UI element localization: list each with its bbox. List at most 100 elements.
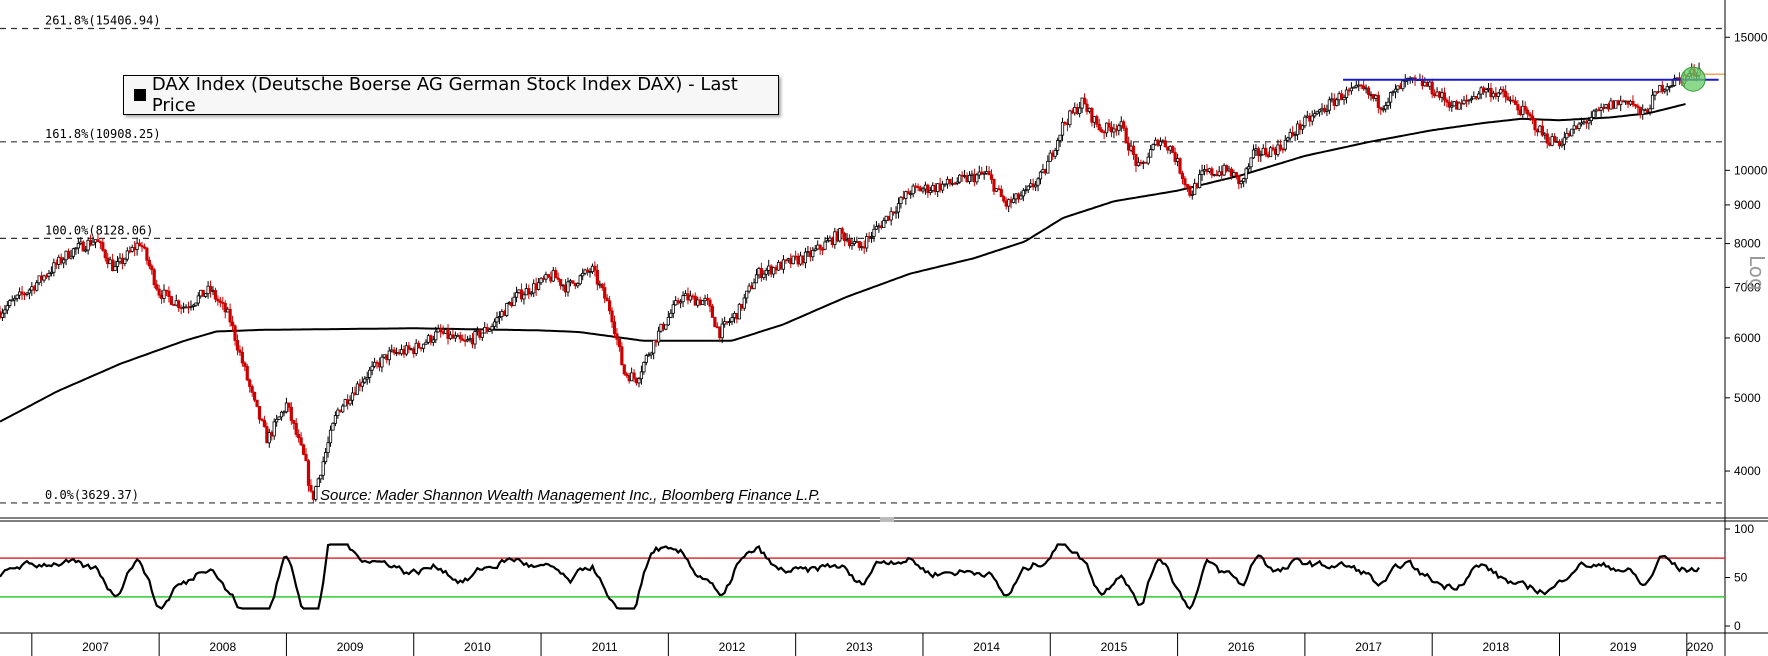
candle-body (84, 249, 88, 252)
candle-body (576, 283, 580, 287)
candle-body (581, 272, 585, 277)
candle-body (385, 354, 389, 361)
candle-body (928, 190, 932, 193)
candle-body (1222, 165, 1226, 176)
candle-body (1305, 115, 1309, 118)
candle-body (1131, 145, 1136, 155)
candle-body (1139, 162, 1143, 164)
candle-body (59, 256, 63, 264)
candle-body (368, 369, 372, 378)
candle-body (1660, 85, 1664, 92)
y-tick-label: 7000 (1734, 280, 1761, 294)
candle-body (642, 361, 646, 373)
candle-body (1193, 183, 1197, 195)
candle-body (1151, 144, 1155, 150)
y-tick-label: 6000 (1734, 331, 1761, 345)
candle-body (1511, 99, 1515, 102)
candle-body (463, 340, 467, 342)
candle-body (1535, 129, 1540, 133)
candle-body (1234, 172, 1238, 176)
candle-body (1653, 91, 1657, 96)
candle-body (1220, 171, 1224, 176)
candle-body (1175, 158, 1180, 162)
candle-body (1560, 143, 1564, 147)
candle-body (737, 303, 741, 320)
candle-body (57, 256, 61, 265)
candle-body (904, 191, 908, 199)
candle-body (331, 422, 335, 431)
candle-body (1496, 92, 1500, 97)
candle-body (573, 282, 577, 287)
candle-body (324, 452, 328, 463)
candle-body (1530, 115, 1535, 120)
candle-body (556, 277, 560, 280)
candle-body (189, 306, 193, 308)
candle-body (923, 184, 928, 190)
candle-body (306, 460, 311, 486)
candle-body (292, 420, 296, 424)
candle-body (510, 302, 514, 307)
candle-body (590, 265, 595, 273)
candle-body (32, 286, 36, 291)
candle-body (894, 211, 898, 214)
candle-body (759, 268, 763, 279)
candle-body (1180, 172, 1185, 180)
candle-body (1572, 125, 1576, 130)
candle-body (1269, 147, 1273, 158)
candle-body (1036, 178, 1040, 186)
candle-body (1577, 123, 1581, 129)
candle-body (1242, 178, 1246, 182)
candle-body (250, 386, 254, 393)
fib-level-label: 0.0%(3629.37) (45, 488, 139, 502)
candle-body (1650, 94, 1655, 110)
candle-body (265, 426, 269, 444)
candle-body (319, 474, 323, 480)
candle-body (1075, 107, 1079, 114)
candle-body (1589, 117, 1593, 121)
candle-body (674, 300, 678, 306)
candle-body (985, 171, 989, 174)
candle-body (879, 225, 883, 228)
candle-body (725, 321, 729, 324)
candle-body (669, 312, 673, 318)
candle-body (647, 354, 651, 357)
candle-body (1506, 96, 1510, 101)
candle-body (1567, 133, 1571, 137)
indicator-y-tick-label: 50 (1734, 571, 1748, 585)
candle-body (654, 339, 658, 343)
fibonacci-levels: 261.8%(15406.94) 161.8%(10908.25) 100.0%(8… (0, 13, 1725, 504)
candle-body (1594, 109, 1598, 112)
candle-body (1058, 134, 1062, 142)
candle-body (191, 304, 196, 307)
candle-body (1386, 101, 1390, 106)
candle-body (1477, 93, 1481, 99)
candle-body (980, 171, 984, 175)
candle-body (287, 402, 291, 408)
candle-body (1100, 129, 1104, 133)
candle-body (865, 236, 869, 249)
candle-body (757, 268, 761, 276)
y-tick-label: 10000 (1734, 163, 1768, 177)
candle-body (877, 225, 881, 228)
legend: DAX Index (Deutsche Boerse AG German Sto… (123, 74, 779, 116)
candle-body (1516, 104, 1520, 111)
candle-body (688, 295, 692, 301)
candle-body (1643, 109, 1647, 112)
candle-body (1107, 122, 1111, 128)
y-tick-label: 9000 (1734, 198, 1761, 212)
candle-body (353, 392, 357, 395)
candle-body (1065, 123, 1070, 126)
candle-body (762, 273, 766, 279)
candle-body (108, 259, 112, 265)
candle-body (456, 335, 460, 337)
candle-body (1043, 169, 1047, 174)
candle-body (169, 296, 173, 305)
candle-body (1601, 107, 1606, 110)
candle-body (622, 364, 626, 375)
candle-body (1597, 109, 1601, 112)
candle-body (186, 306, 191, 309)
candle-body (147, 259, 151, 267)
candle-body (571, 280, 575, 284)
candle-body (603, 287, 607, 299)
candle-body (1540, 125, 1544, 136)
